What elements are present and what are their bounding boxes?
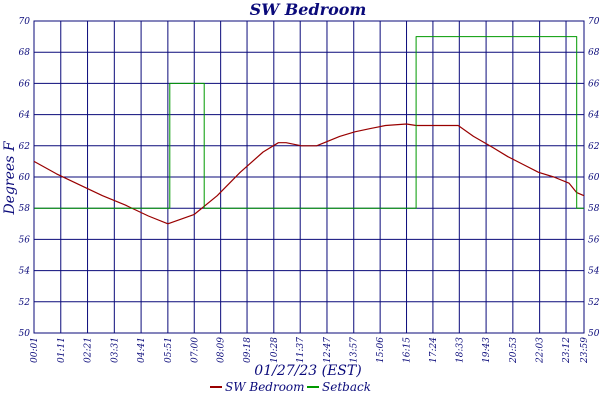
y-tick-label-right: 68 bbox=[588, 48, 600, 58]
legend-label-setback: Setback bbox=[322, 380, 371, 394]
x-tick-label: 09:18 bbox=[243, 337, 253, 363]
y-tick-label-left: 66 bbox=[19, 79, 31, 89]
y-tick-label-right: 56 bbox=[588, 235, 600, 245]
legend: SW Bedroom Setback bbox=[210, 380, 371, 394]
legend-label-sw-bedroom: SW Bedroom bbox=[225, 380, 305, 394]
x-tick-label: 16:15 bbox=[403, 337, 413, 363]
x-tick-label: 11:37 bbox=[296, 337, 306, 363]
x-tick-label: 02:21 bbox=[84, 337, 94, 363]
y-tick-label-right: 58 bbox=[588, 204, 600, 214]
y-tick-label-left: 50 bbox=[19, 329, 31, 339]
y-axis-title: Degrees F bbox=[2, 140, 18, 215]
x-tick-label: 04:41 bbox=[137, 337, 147, 363]
x-tick-label: 22:03 bbox=[536, 337, 546, 364]
x-tick-label: 10:28 bbox=[270, 337, 280, 363]
y-tick-label-right: 60 bbox=[588, 173, 600, 183]
x-tick-label: 08:09 bbox=[217, 337, 227, 363]
y-tick-label-right: 50 bbox=[588, 329, 600, 339]
x-tick-label: 01:11 bbox=[57, 337, 67, 363]
y-tick-label-left: 60 bbox=[19, 173, 31, 183]
x-tick-label: 19:43 bbox=[482, 337, 492, 363]
y-tick-label-left: 64 bbox=[19, 111, 31, 121]
plot-area: 50 50 52 52 54 54 56 56 58 58 60 60 62 62 64 64 66 66 68 68… bbox=[19, 17, 600, 364]
x-tick-label: 05:51 bbox=[164, 337, 174, 363]
x-tick-label: 20:53 bbox=[509, 337, 519, 364]
chart-title: SW Bedroom bbox=[250, 0, 367, 19]
y-tick-label-left: 68 bbox=[19, 48, 31, 58]
x-tick-label: 07:00 bbox=[190, 337, 200, 363]
x-tick-label: 17:24 bbox=[429, 337, 439, 363]
y-tick-label-right: 54 bbox=[588, 267, 600, 277]
series-line-sw-bedroom bbox=[33, 123, 585, 225]
x-tick-label: 18:33 bbox=[455, 337, 465, 363]
x-axis-title: 01/27/23 (EST) bbox=[254, 363, 361, 379]
x-tick-label: 15:06 bbox=[376, 337, 386, 363]
plot-frame bbox=[33, 20, 585, 334]
y-tick-label-left: 58 bbox=[19, 204, 31, 214]
y-tick-label-left: 52 bbox=[19, 298, 31, 308]
x-tick-label: 23:12 bbox=[562, 337, 572, 364]
series-line-setback bbox=[34, 36, 584, 209]
y-tick-label-left: 54 bbox=[19, 267, 31, 277]
x-tick-label: 00:01 bbox=[30, 337, 40, 363]
y-tick-label-left: 62 bbox=[19, 142, 31, 152]
y-tick-label-right: 66 bbox=[588, 79, 600, 89]
x-tick-label: 23:59 bbox=[580, 337, 590, 364]
y-tick-label-right: 70 bbox=[588, 17, 600, 27]
y-tick-label-left: 56 bbox=[19, 235, 31, 245]
y-tick-label-right: 64 bbox=[588, 111, 600, 121]
y-tick-label-right: 62 bbox=[588, 142, 600, 152]
y-tick-label-right: 52 bbox=[588, 298, 600, 308]
x-tick-label: 13:57 bbox=[350, 337, 360, 363]
y-tick-label-left: 70 bbox=[19, 17, 31, 27]
x-tick-label: 03:31 bbox=[110, 337, 120, 363]
x-tick-label: 12:47 bbox=[323, 337, 333, 363]
